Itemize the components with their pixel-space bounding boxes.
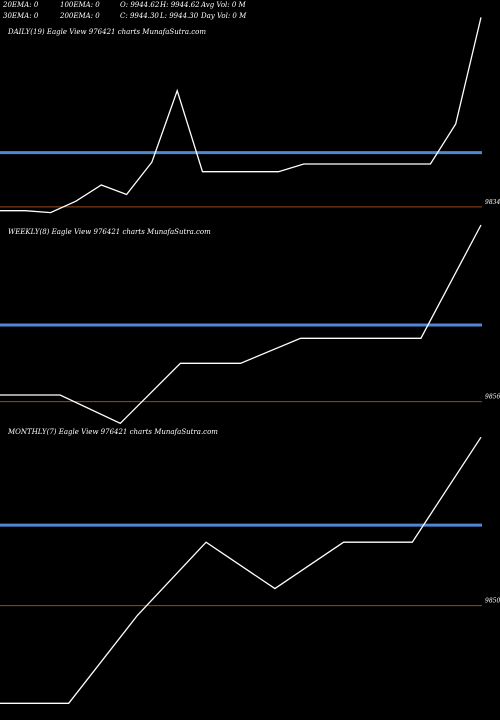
- close-label: C: 9944.30: [120, 12, 159, 20]
- high-label: H: 9944.62: [160, 1, 200, 9]
- weekly-ref-label: 9856: [485, 394, 500, 401]
- daily-ref-label: 9834: [485, 199, 500, 206]
- monthly-ref-label: 9850: [485, 598, 500, 605]
- ema100-label: 100EMA: 0: [60, 1, 100, 9]
- low-label: L: 9944.30: [160, 12, 199, 20]
- open-label: O: 9944.62: [120, 1, 160, 9]
- daily-chart-title: DAILY(19) Eagle View 976421 charts Munaf…: [7, 28, 206, 36]
- ema20-label: 20EMA: 0: [3, 1, 39, 9]
- ema200-label: 200EMA: 0: [60, 12, 100, 20]
- monthly-chart-title: MONTHLY(7) Eagle View 976421 charts Muna…: [7, 428, 218, 436]
- day-vol-label: Day Vol: 0 M: [201, 12, 247, 20]
- monthly-price-line: [0, 436, 482, 704]
- weekly-price-line: [0, 224, 482, 425]
- daily-price-line: [0, 17, 482, 214]
- weekly-chart-title: WEEKLY(8) Eagle View 976421 charts Munaf…: [8, 228, 211, 236]
- avg-vol-label: Avg Vol: 0 M: [201, 1, 246, 9]
- ema30-label: 30EMA: 0: [3, 12, 39, 20]
